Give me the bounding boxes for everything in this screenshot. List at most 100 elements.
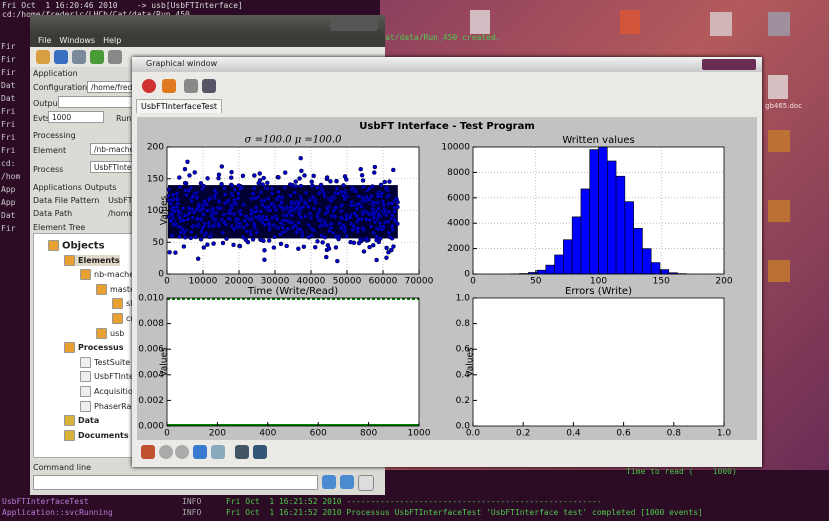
scatter-point [310,184,314,188]
scatter-point [221,231,225,235]
scatter-point [178,185,182,189]
scatter-point [270,191,274,195]
scatter-point [364,237,368,241]
scatter-point [298,177,302,181]
scatter-point [384,256,388,260]
scatter-point [383,209,387,213]
scatter-point [390,213,394,217]
scatter-point [199,218,203,222]
scatter-point [360,173,364,177]
scatter-point [227,217,231,221]
axes-background [167,298,419,426]
y-tick-label: 0.0 [456,422,471,432]
scatter-point [196,257,200,261]
scatter-point [195,224,199,228]
scatter-point [289,208,293,212]
scatter-point [297,221,301,225]
scatter-point [345,234,349,238]
scatter-point [351,228,355,232]
scatter-point [368,245,372,249]
scatter-point [232,243,236,247]
scatter-point [390,224,394,228]
scatter-point [375,258,379,262]
scatter-point [387,231,391,235]
scatter-point [220,182,224,186]
scatter-point [359,167,363,171]
scatter-point [307,235,311,239]
scatter-point [283,171,287,175]
scatter-point [259,209,263,213]
scatter-point [251,191,255,195]
scatter-point [177,235,181,239]
scatter-point [377,206,381,210]
scatter-point [280,205,284,209]
histogram-bar [572,217,581,274]
scatter-point [232,212,236,216]
scatter-point [373,165,377,169]
scatter-point [321,240,325,244]
scatter-point [182,245,186,249]
scatter-point [361,178,365,182]
scatter-point [362,249,366,253]
scatter-point [192,210,196,214]
scatter-point [237,191,241,195]
scatter-point [386,220,390,224]
histogram-bar [590,150,599,274]
scatter-point [357,202,361,206]
scatter-point [172,223,176,227]
scatter-point [329,198,333,202]
scatter-point [193,170,197,174]
scatter-point [362,228,366,232]
x-tick-label: 200 [715,277,732,287]
scatter-point [230,184,234,188]
scatter-point [252,223,256,227]
scatter-point [276,175,280,179]
scatter-point [299,184,303,188]
scatter-point [387,193,391,197]
x-tick-label: 0.4 [566,429,581,439]
x-tick-label: 150 [653,277,670,287]
scatter-point [252,173,256,177]
scatter-point [369,224,373,228]
scatter-point [310,227,314,231]
y-tick-label: 50 [153,238,165,248]
scatter-point [278,232,282,236]
scatter-point [382,203,386,207]
scatter-point [352,224,356,228]
scatter-point [396,205,400,209]
scatter-point [252,210,256,214]
scatter-point [261,203,265,207]
scatter-point [304,191,308,195]
x-tick-label: 100 [590,277,607,287]
scatter-point [283,186,287,190]
scatter-point [285,214,289,218]
scatter-point [372,231,376,235]
y-tick-label: 0.002 [138,396,164,406]
scatter-point [265,181,269,185]
x-tick-label: 1000 [408,429,431,439]
scatter-point [310,180,314,184]
scatter-point [382,225,386,229]
y-tick-label: 6000 [447,193,470,203]
scatter-point [228,211,232,215]
axes-background [473,298,724,426]
scatter-point [299,216,303,220]
scatter-point [339,226,343,230]
screen: gb465.doc Fri Oct 1 16:20:46 2010 -> usb… [0,0,829,521]
x-tick-label: 1.0 [717,429,732,439]
scatter-point [262,176,266,180]
scatter-point [299,169,303,173]
scatter-point [191,195,195,199]
scatter-point [393,209,397,213]
scatter-point [389,248,393,252]
scatter-point [279,221,283,225]
scatter-point [212,242,216,246]
scatter-point [186,217,190,221]
scatter-point [199,237,203,241]
scatter-point [313,198,317,202]
scatter-point [168,250,172,254]
y-tick-label: 0.010 [138,294,164,304]
scatter-point [199,230,203,234]
scatter-point [387,180,391,184]
scatter-point [361,198,365,202]
